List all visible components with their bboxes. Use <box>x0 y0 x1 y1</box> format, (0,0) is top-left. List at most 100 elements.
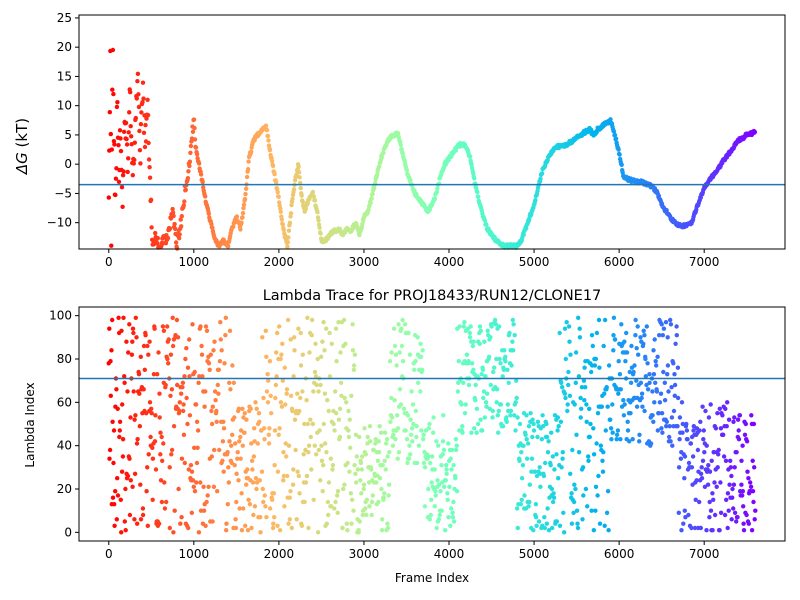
delta-g-point <box>124 136 129 142</box>
lambda-point <box>533 502 539 507</box>
delta-g-point <box>121 169 126 174</box>
lambda-point <box>192 445 197 450</box>
lambda-point <box>618 387 623 392</box>
lambda-point <box>364 512 369 518</box>
delta-g-point <box>142 144 148 150</box>
lambda-point <box>752 465 757 470</box>
lambda-point <box>133 413 138 418</box>
lambda-point <box>736 428 741 433</box>
lambda-point <box>651 419 656 424</box>
lambda-point <box>514 395 519 401</box>
lambda-point <box>239 528 245 533</box>
lambda-point <box>630 437 635 442</box>
lambda-point <box>667 424 672 429</box>
lambda-point <box>216 391 221 396</box>
lambda-point <box>111 428 117 433</box>
lambda-point <box>657 400 663 405</box>
lambda-point <box>266 378 271 383</box>
lambda-point <box>312 443 317 448</box>
delta-g-point <box>136 104 142 110</box>
lambda-y-ticks: 0 20 40 60 80 100 <box>49 309 79 539</box>
lambda-point <box>717 406 722 411</box>
lambda-point <box>589 369 594 375</box>
lambda-point <box>420 367 425 372</box>
lambda-point <box>287 517 292 522</box>
lambda-point <box>113 489 118 494</box>
delta-g-point <box>188 150 193 155</box>
delta-g-point <box>305 201 310 206</box>
delta-g-point <box>117 128 123 133</box>
lambda-point <box>494 356 499 362</box>
lambda-point <box>226 465 231 470</box>
lambda-point <box>496 408 501 414</box>
lambda-point <box>744 439 750 444</box>
lambda-point <box>378 430 384 435</box>
lambda-point <box>279 352 284 357</box>
delta-g-point <box>360 221 365 226</box>
lambda-point <box>293 447 298 453</box>
lambda-point <box>353 471 358 476</box>
lambda-point <box>359 467 364 472</box>
delta-g-y-tick-label: 20 <box>57 40 72 54</box>
lambda-point <box>653 359 658 364</box>
lambda-point <box>538 484 543 489</box>
lambda-point <box>441 413 446 418</box>
lambda-point <box>691 428 696 433</box>
lambda-point <box>357 434 362 440</box>
lambda-point <box>150 497 155 502</box>
lambda-point <box>287 495 292 500</box>
lambda-point <box>257 419 262 424</box>
lambda-point <box>712 480 717 485</box>
lambda-point <box>559 380 564 385</box>
lambda-point <box>125 473 131 479</box>
lambda-point <box>525 456 530 461</box>
lambda-point <box>416 443 422 448</box>
lambda-point <box>308 417 313 422</box>
lambda-point <box>609 437 614 442</box>
lambda-point <box>504 419 509 424</box>
lambda-point <box>728 465 733 470</box>
lambda-point <box>605 489 611 494</box>
lambda-point <box>306 525 311 531</box>
lambda-point <box>588 421 593 427</box>
lambda-point <box>739 458 744 463</box>
delta-g-point <box>155 236 160 241</box>
lambda-point <box>278 400 284 405</box>
lambda-point <box>566 369 571 375</box>
delta-g-point <box>398 142 403 148</box>
lambda-point <box>431 430 436 435</box>
lambda-point <box>374 480 379 485</box>
lambda-point <box>548 463 553 468</box>
lambda-point <box>572 402 577 407</box>
lambda-point <box>258 515 263 520</box>
lambda-point <box>537 471 543 476</box>
lambda-point <box>449 467 454 472</box>
lambda-point <box>322 348 327 353</box>
lambda-point <box>311 389 316 394</box>
lambda-point <box>282 365 287 370</box>
lambda-point <box>426 454 431 459</box>
lambda-point <box>608 417 613 422</box>
delta-g-point <box>192 137 198 142</box>
lambda-point <box>571 499 577 505</box>
lambda-point <box>716 452 721 457</box>
lambda-point <box>278 356 283 362</box>
delta-g-point <box>434 189 440 195</box>
lambda-point <box>638 335 643 340</box>
lambda-point <box>138 517 144 522</box>
lambda-point <box>202 404 207 409</box>
delta-g-point <box>612 132 618 138</box>
lambda-point <box>413 408 418 414</box>
lambda-point <box>114 387 119 392</box>
lambda-point <box>260 486 265 492</box>
lambda-point <box>699 465 704 470</box>
lambda-point <box>203 523 208 528</box>
lambda-point <box>753 508 758 513</box>
lambda-point <box>196 530 202 535</box>
lambda-point <box>112 502 117 507</box>
lambda-point <box>578 415 583 420</box>
lambda-point <box>330 467 335 472</box>
lambda-point <box>280 341 285 346</box>
lambda-point <box>713 426 719 431</box>
